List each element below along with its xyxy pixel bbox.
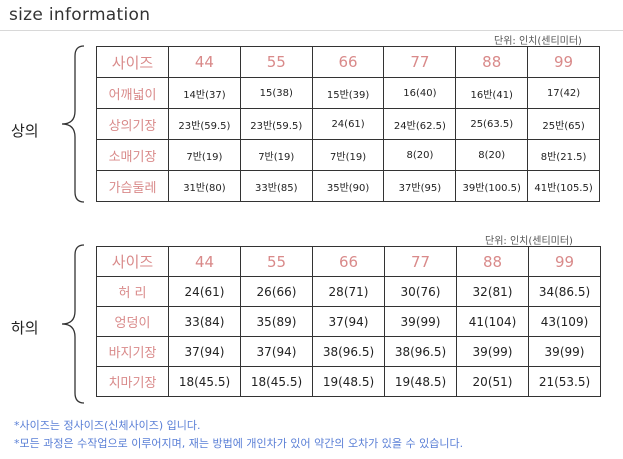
size-header: 44 (168, 46, 241, 78)
table-cell: 23반(59.5) (168, 108, 241, 140)
row-label: 치마기장 (96, 366, 169, 397)
row-label: 바지기장 (96, 336, 169, 367)
table-header-label: 사이즈 (96, 246, 169, 277)
table-row: 상의기장 23반(59.5) 23반(59.5) 24(61) 24반(62.5… (96, 108, 600, 140)
row-label: 엉덩이 (96, 306, 169, 337)
table-cell: 7반(19) (311, 139, 385, 171)
table-row: 엉덩이 33(84) 35(89) 37(94) 39(99) 41(104) … (96, 306, 601, 337)
top-size-table: 사이즈 44 55 66 77 88 99 어깨넓이 14반(37) 15(38… (96, 46, 600, 202)
table-row: 허 리 24(61) 26(66) 28(71) 30(76) 32(81) 3… (96, 276, 601, 307)
table-cell: 37(94) (240, 336, 313, 367)
table-cell: 37반(95) (383, 170, 457, 202)
table-cell: 43(109) (528, 306, 601, 337)
table-cell: 39(99) (528, 336, 601, 367)
table-cell: 15반(39) (311, 77, 385, 109)
table-cell: 15(38) (239, 77, 313, 109)
bottom-section-label: 하의 (11, 319, 39, 337)
table-cell: 37(94) (168, 336, 241, 367)
size-header: 55 (240, 246, 313, 277)
table-cell: 24(61) (168, 276, 241, 307)
table-cell: 37(94) (312, 306, 385, 337)
table-cell: 24반(62.5) (383, 108, 457, 140)
table-cell: 35(89) (240, 306, 313, 337)
table-cell: 28(71) (312, 276, 385, 307)
top-brace-icon (61, 45, 85, 203)
size-header: 88 (455, 46, 529, 78)
table-cell: 18(45.5) (168, 366, 241, 397)
table-cell: 19(48.5) (312, 366, 385, 397)
table-cell: 39반(100.5) (455, 170, 529, 202)
table-cell: 8(20) (455, 139, 529, 171)
table-cell: 20(51) (456, 366, 529, 397)
size-header: 44 (168, 246, 241, 277)
table-cell: 7반(19) (239, 139, 313, 171)
table-cell: 33(84) (168, 306, 241, 337)
bottom-size-table: 사이즈 44 55 66 77 88 99 허 리 24(61) 26(66) … (96, 246, 601, 397)
table-header-label: 사이즈 (96, 46, 169, 78)
table-cell: 16반(41) (455, 77, 529, 109)
table-cell: 25반(65) (527, 108, 600, 140)
table-header-row: 사이즈 44 55 66 77 88 99 (96, 46, 600, 78)
table-row: 바지기장 37(94) 37(94) 38(96.5) 38(96.5) 39(… (96, 336, 601, 367)
size-header: 99 (528, 246, 601, 277)
size-header: 99 (527, 46, 600, 78)
footnote-size: *사이즈는 정사이즈(신체사이즈) 입니다. (14, 419, 201, 432)
table-cell: 25(63.5) (455, 108, 529, 140)
row-label: 허 리 (96, 276, 169, 307)
table-cell: 41(104) (456, 306, 529, 337)
table-cell: 16(40) (383, 77, 457, 109)
top-unit-note: 단위: 인치(센티미터) (494, 36, 582, 47)
table-row: 가슴둘레 31반(80) 33반(85) 35반(90) 37반(95) 39반… (96, 170, 600, 202)
table-row: 치마기장 18(45.5) 18(45.5) 19(48.5) 19(48.5)… (96, 366, 601, 397)
size-header: 66 (311, 46, 385, 78)
table-row: 소매기장 7반(19) 7반(19) 7반(19) 8(20) 8(20) 8반… (96, 139, 600, 171)
table-cell: 35반(90) (311, 170, 385, 202)
table-cell: 21(53.5) (528, 366, 601, 397)
bottom-unit-note: 단위: 인치(센티미터) (485, 236, 573, 247)
table-cell: 39(99) (456, 336, 529, 367)
table-cell: 14반(37) (168, 77, 241, 109)
table-cell: 18(45.5) (240, 366, 313, 397)
table-cell: 39(99) (384, 306, 457, 337)
table-cell: 19(48.5) (384, 366, 457, 397)
table-cell: 24(61) (311, 108, 385, 140)
table-cell: 23반(59.5) (239, 108, 313, 140)
table-row: 어깨넓이 14반(37) 15(38) 15반(39) 16(40) 16반(4… (96, 77, 600, 109)
row-label: 가슴둘레 (96, 170, 169, 202)
size-header: 55 (239, 46, 313, 78)
title-divider (0, 30, 623, 31)
table-cell: 8반(21.5) (527, 139, 600, 171)
table-cell: 7반(19) (168, 139, 241, 171)
table-cell: 31반(80) (168, 170, 241, 202)
row-label: 상의기장 (96, 108, 169, 140)
table-cell: 26(66) (240, 276, 313, 307)
page-title: size information (9, 5, 151, 25)
row-label: 어깨넓이 (96, 77, 169, 109)
table-cell: 41반(105.5) (527, 170, 600, 202)
size-header: 66 (312, 246, 385, 277)
table-cell: 38(96.5) (384, 336, 457, 367)
bottom-brace-icon (61, 244, 85, 404)
table-cell: 32(81) (456, 276, 529, 307)
size-header: 77 (384, 246, 457, 277)
size-header: 88 (456, 246, 529, 277)
table-cell: 17(42) (527, 77, 600, 109)
table-cell: 33반(85) (239, 170, 313, 202)
table-cell: 34(86.5) (528, 276, 601, 307)
size-header: 77 (383, 46, 457, 78)
table-cell: 38(96.5) (312, 336, 385, 367)
footnote-measurement: *모든 과정은 수작업으로 이루어지며, 재는 방법에 개인차가 있어 약간의 … (14, 437, 464, 450)
table-cell: 8(20) (383, 139, 457, 171)
row-label: 소매기장 (96, 139, 169, 171)
table-header-row: 사이즈 44 55 66 77 88 99 (96, 246, 601, 277)
top-section-label: 상의 (11, 122, 39, 140)
table-cell: 30(76) (384, 276, 457, 307)
